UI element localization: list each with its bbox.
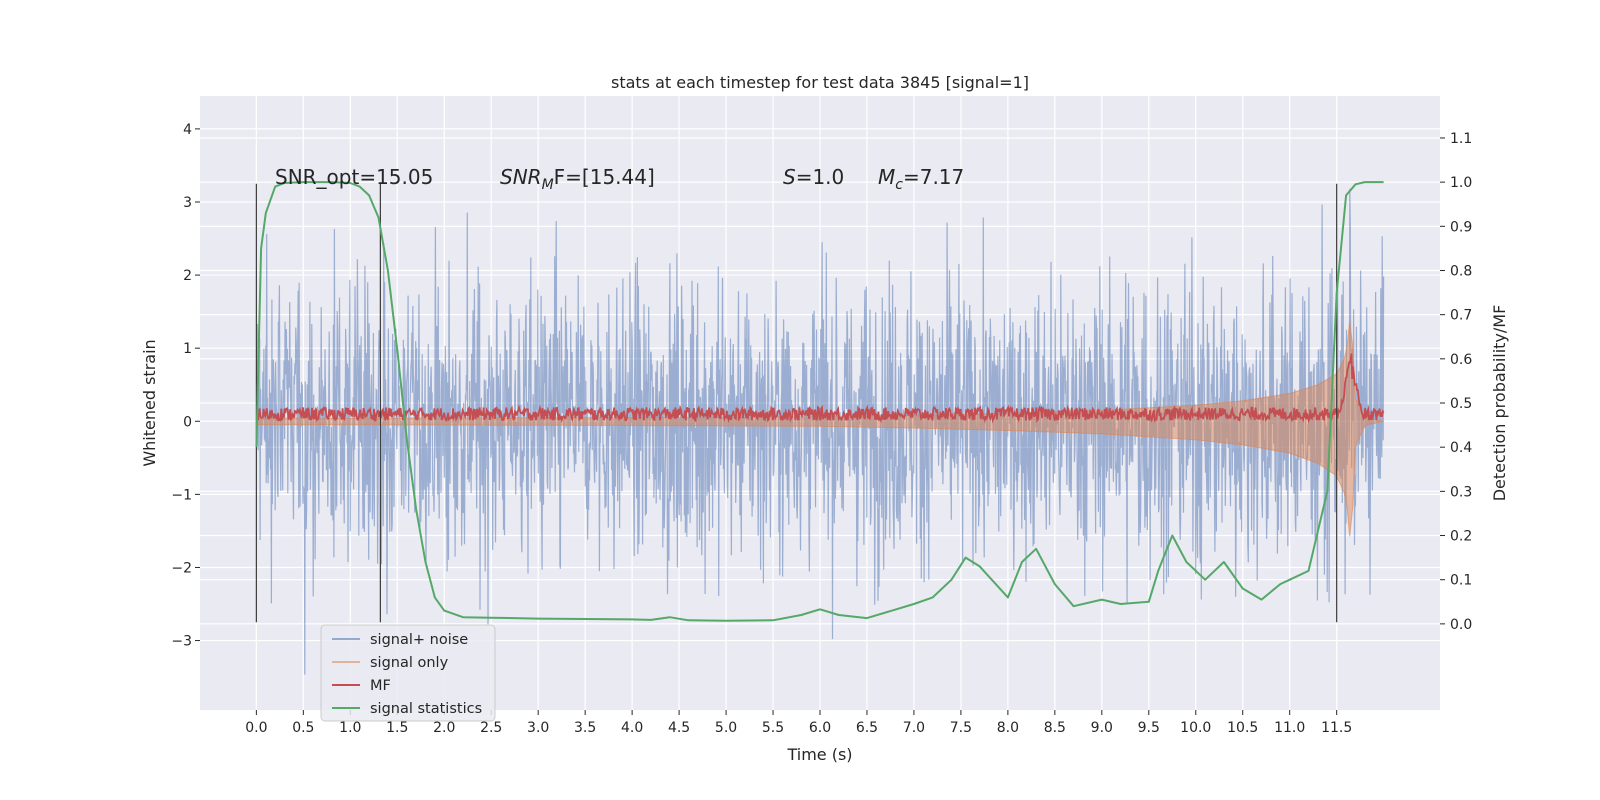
x-tick-label-16: 8.0: [997, 720, 1019, 736]
y-axis-ticks-right: 0.0 0.1 0.2 0.3 0.4 0.5 0.6 0.7 0.8 0.9 1.0 1.1: [1440, 131, 1472, 633]
x-tick-label-22: 11.0: [1274, 720, 1305, 736]
y-right-tick-label-3: 0.3: [1450, 484, 1472, 500]
signal-statistics-line: [255, 181, 1384, 622]
y-tick-label-5: 2: [183, 268, 192, 284]
series-mf: [256, 353, 1385, 424]
annotation-mc-label: M: [878, 165, 895, 189]
x-tick-label-18: 9.0: [1091, 720, 1113, 736]
y-tick-label-2: −1: [171, 487, 192, 503]
x-tick-label-8: 4.0: [621, 720, 643, 736]
x-tick-label-6: 3.0: [527, 720, 549, 736]
x-axis-ticks: 0.0 0.5 1.0 1.5 2.0 2.5 3.0 3.5 4.0 4.5 5.0 5.5 6.0 6…: [245, 710, 1352, 736]
x-tick-label-9: 4.5: [668, 720, 690, 736]
x-tick-label-20: 10.0: [1180, 720, 1211, 736]
y-tick-label-4: 1: [183, 341, 192, 357]
y-right-tick-label-1: 0.1: [1450, 573, 1472, 589]
annotation-s: S=1.0: [783, 165, 844, 189]
x-tick-label-19: 9.5: [1138, 720, 1160, 736]
x-tick-label-14: 7.0: [903, 720, 925, 736]
y-right-tick-label-4: 0.4: [1450, 440, 1472, 456]
legend-box: [320, 624, 496, 722]
x-tick-label-2: 1.0: [339, 720, 361, 736]
annotation-mc: Mc=7.17: [878, 165, 964, 193]
legend-label-signal-only: signal only: [370, 655, 449, 671]
y-tick-label-1: −2: [171, 560, 192, 576]
y-right-tick-label-5: 0.5: [1450, 396, 1472, 412]
x-tick-label-21: 10.5: [1227, 720, 1258, 736]
series-signal-statistics: [255, 181, 1384, 622]
x-tick-label-3: 1.5: [386, 720, 408, 736]
y-tick-label-7: 4: [183, 122, 192, 138]
x-tick-label-4: 2.0: [433, 720, 455, 736]
x-tick-label-10: 5.0: [715, 720, 737, 736]
y-right-tick-label-2: 0.2: [1450, 529, 1472, 545]
y-right-tick-label-9: 0.9: [1450, 219, 1472, 235]
x-tick-label-17: 8.5: [1044, 720, 1066, 736]
annotation-mc-value: =7.17: [903, 165, 964, 189]
x-tick-label-15: 7.5: [950, 720, 972, 736]
x-tick-label-1: 0.5: [292, 720, 314, 736]
y-tick-label-3: 0: [183, 414, 192, 430]
x-tick-label-23: 11.5: [1321, 720, 1352, 736]
y-axis-ticks-left: −3 −2 −1 0 1 2 3 4: [171, 122, 200, 650]
y-right-tick-label-0: 0.0: [1450, 617, 1472, 633]
annotation-snr-mf-rest: F=[15.44]: [554, 165, 655, 189]
y-right-tick-label-8: 0.8: [1450, 263, 1472, 279]
x-tick-label-12: 6.0: [809, 720, 831, 736]
annotation-snr-opt: SNR_opt=15.05: [275, 165, 433, 189]
annotation-snr-mf-label: SNR: [500, 165, 542, 189]
y-right-tick-label-10: 1.0: [1450, 175, 1472, 191]
legend-label-signal-noise: signal+ noise: [370, 632, 468, 648]
x-tick-label-11: 5.5: [762, 720, 784, 736]
annotation-snr-mf-sub: M: [542, 177, 554, 193]
y-right-tick-label-11: 1.1: [1450, 131, 1472, 147]
annotation-mc-sub: c: [895, 177, 903, 193]
chart-title: stats at each timestep for test data 384…: [611, 73, 1029, 92]
y-axis-label-left: Whitened strain: [140, 339, 159, 466]
x-tick-label-0: 0.0: [245, 720, 267, 736]
y-axis-label-right: Detection probability/MF: [1490, 305, 1509, 502]
x-tick-label-13: 6.5: [856, 720, 878, 736]
x-tick-label-5: 2.5: [480, 720, 502, 736]
x-tick-label-7: 3.5: [574, 720, 596, 736]
legend-label-signal-statistics: signal statistics: [370, 701, 482, 717]
x-axis-label: Time (s): [786, 745, 852, 764]
annotation-s-value: =1.0: [796, 165, 845, 189]
annotation-s-label: S: [783, 165, 796, 189]
y-tick-label-6: 3: [183, 195, 192, 211]
legend: signal+ noise signal only MF signal stat…: [320, 624, 496, 722]
mf-line: [256, 353, 1385, 424]
vertical-markers: [255, 183, 1338, 623]
y-right-tick-label-7: 0.7: [1450, 308, 1472, 324]
y-right-tick-label-6: 0.6: [1450, 352, 1472, 368]
annotation-snr-mf: SNRMF=[15.44]: [500, 165, 655, 193]
legend-label-mf: MF: [370, 678, 391, 694]
y-tick-label-0: −3: [171, 634, 192, 650]
